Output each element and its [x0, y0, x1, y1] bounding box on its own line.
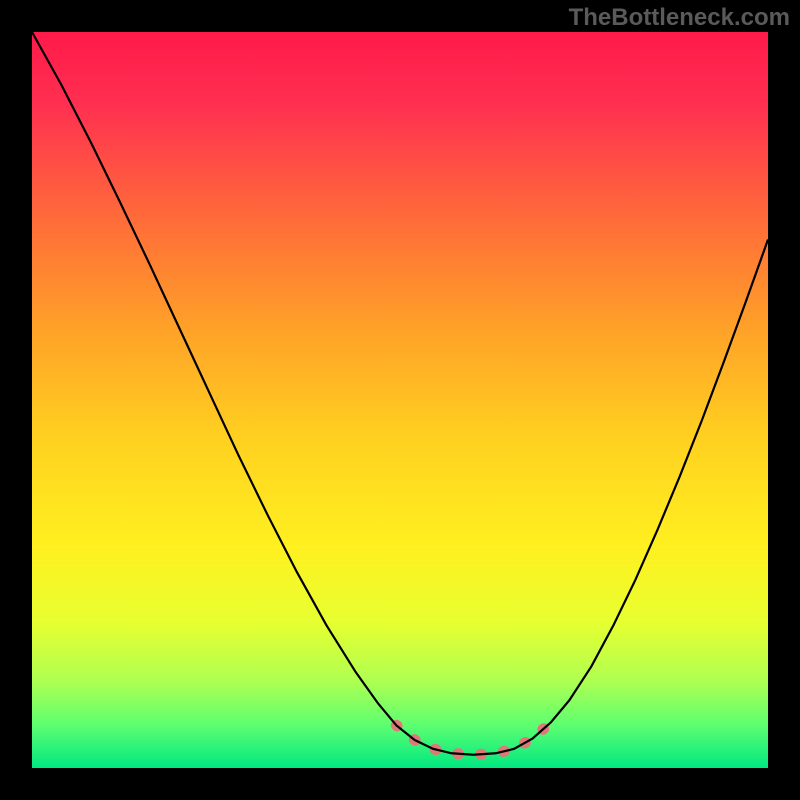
- watermark-text: TheBottleneck.com: [569, 4, 790, 32]
- bottleneck-curve: [32, 32, 768, 755]
- plot-area: [32, 32, 768, 768]
- curve-svg: [32, 32, 768, 768]
- chart-container: TheBottleneck.com: [0, 0, 800, 800]
- curve-highlight: [396, 722, 551, 754]
